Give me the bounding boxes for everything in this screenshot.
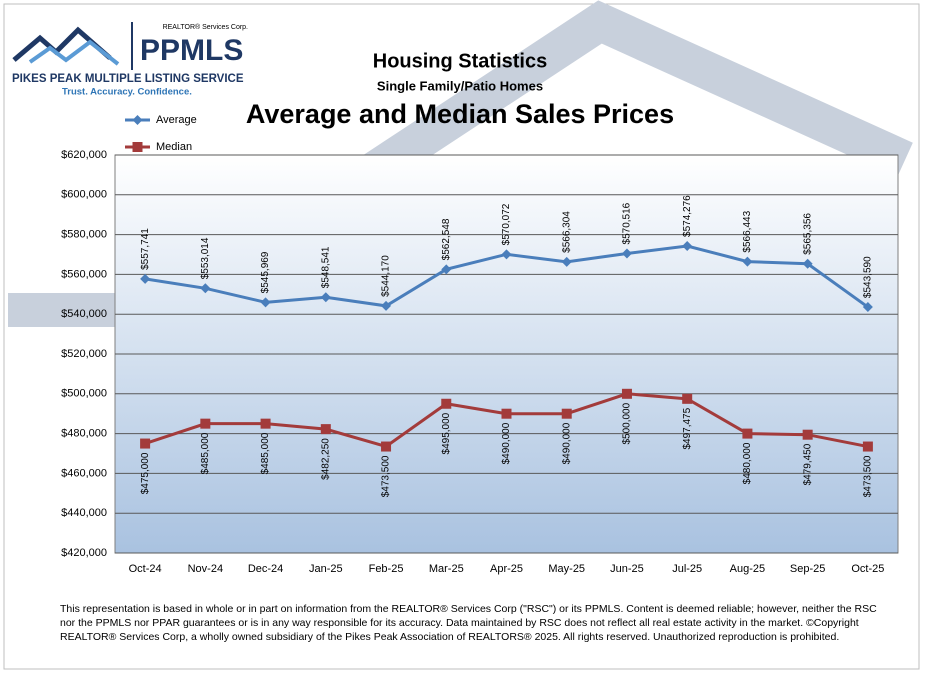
data-point xyxy=(802,429,813,440)
data-point xyxy=(200,418,211,429)
data-label: $490,000 xyxy=(561,422,572,464)
y-tick-label: $520,000 xyxy=(61,348,107,360)
data-point xyxy=(260,418,271,429)
y-tick-label: $560,000 xyxy=(61,268,107,280)
data-label: $482,250 xyxy=(320,438,331,480)
data-point xyxy=(260,297,271,308)
y-tick-label: $420,000 xyxy=(61,547,107,559)
legend-label: Median xyxy=(156,141,192,153)
data-label: $570,072 xyxy=(501,203,512,245)
data-point xyxy=(381,441,392,452)
y-tick-label: $620,000 xyxy=(61,149,107,161)
data-point xyxy=(441,398,452,409)
data-label: $500,000 xyxy=(622,402,633,444)
logo-mountains xyxy=(28,39,120,66)
data-point xyxy=(320,424,331,435)
data-label: $557,741 xyxy=(140,228,151,270)
y-tick-label: $440,000 xyxy=(61,507,107,519)
chart-title: Housing Statistics xyxy=(373,50,547,72)
data-point xyxy=(682,393,693,404)
data-label: $545,969 xyxy=(260,251,271,293)
data-label: $473,500 xyxy=(863,455,874,497)
data-label: $544,170 xyxy=(381,255,392,297)
x-tick-label: Jul-25 xyxy=(672,563,702,575)
data-point xyxy=(441,264,452,275)
data-label: $473,500 xyxy=(381,455,392,497)
x-tick-label: Jun-25 xyxy=(610,563,644,575)
data-point xyxy=(862,441,873,452)
data-point xyxy=(501,249,512,260)
x-tick-label: Mar-25 xyxy=(429,563,464,575)
data-label: $497,475 xyxy=(682,407,693,449)
data-label: $553,014 xyxy=(200,237,211,279)
watermark xyxy=(349,0,913,196)
data-label: $548,541 xyxy=(320,246,331,288)
legend-label: Average xyxy=(156,114,197,126)
data-point xyxy=(561,256,572,267)
data-point xyxy=(200,283,211,294)
data-point xyxy=(742,428,753,439)
chart-subtitle: Single Family/Patio Homes xyxy=(377,78,543,93)
data-point xyxy=(742,256,753,267)
legend-marker xyxy=(132,142,143,152)
logo-service: PIKES PEAK MULTIPLE LISTING SERVICE xyxy=(12,73,244,85)
x-tick-label: May-25 xyxy=(548,563,585,575)
x-tick-label: Dec-24 xyxy=(248,563,283,575)
x-tick-label: Sep-25 xyxy=(790,563,825,575)
data-label: $543,590 xyxy=(863,256,874,298)
data-label: $566,304 xyxy=(561,211,572,253)
x-tick-label: Feb-25 xyxy=(369,563,404,575)
y-tick-label: $480,000 xyxy=(61,428,107,440)
logo-corp: REALTOR® Services Corp. xyxy=(163,23,248,31)
y-tick-label: $580,000 xyxy=(61,229,107,241)
x-tick-label: Apr-25 xyxy=(490,563,523,575)
frame xyxy=(3,3,920,670)
data-label: $490,000 xyxy=(501,422,512,464)
data-label: $475,000 xyxy=(140,452,151,494)
data-point xyxy=(140,273,151,284)
data-point xyxy=(320,292,331,303)
data-label: $562,548 xyxy=(441,218,452,260)
y-tick-label: $600,000 xyxy=(61,189,107,201)
data-point xyxy=(381,300,392,311)
y-tick-label: $500,000 xyxy=(61,388,107,400)
data-label: $479,450 xyxy=(802,443,813,485)
data-point xyxy=(621,388,632,399)
x-tick-label: Aug-25 xyxy=(730,563,765,575)
chart-heading: Average and Median Sales Prices xyxy=(246,99,674,129)
data-point xyxy=(802,258,813,269)
x-tick-label: Jan-25 xyxy=(309,563,343,575)
logo-brand: PPMLS xyxy=(140,34,243,67)
data-point xyxy=(682,240,693,251)
y-tick-label: $460,000 xyxy=(61,467,107,479)
data-label: $570,516 xyxy=(622,202,633,244)
data-point xyxy=(501,408,512,419)
data-label: $566,443 xyxy=(742,210,753,252)
data-label: $485,000 xyxy=(260,432,271,474)
x-tick-label: Oct-25 xyxy=(851,563,884,575)
footnote: This representation is based in whole or… xyxy=(60,603,877,643)
y-tick-label: $540,000 xyxy=(61,308,107,320)
data-label: $565,356 xyxy=(802,213,813,255)
data-label: $574,276 xyxy=(682,195,693,237)
logo-tagline: Trust. Accuracy. Confidence. xyxy=(62,87,192,98)
data-point xyxy=(561,408,572,419)
data-label: $485,000 xyxy=(200,432,211,474)
x-tick-label: Nov-24 xyxy=(188,563,223,575)
legend-marker xyxy=(132,115,143,125)
data-point xyxy=(862,302,873,313)
data-point xyxy=(140,438,151,449)
x-tick-label: Oct-24 xyxy=(129,563,162,575)
data-label: $495,000 xyxy=(441,412,452,454)
data-label: $480,000 xyxy=(742,442,753,484)
data-point xyxy=(621,248,632,259)
